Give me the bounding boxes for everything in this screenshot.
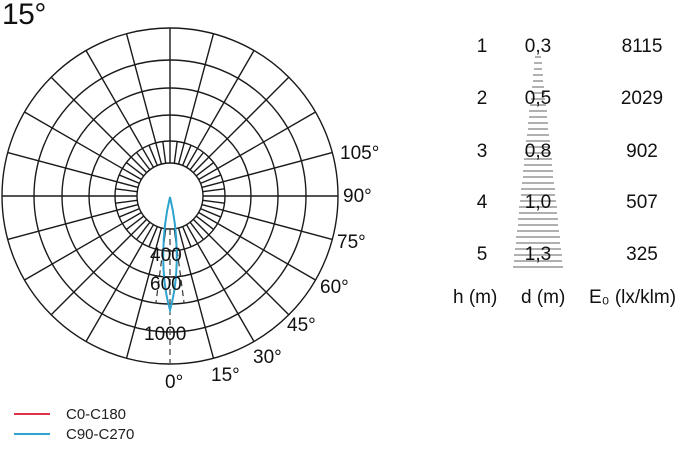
row-3-e: 902 — [626, 141, 658, 162]
hatch-line — [517, 224, 559, 226]
row-4-h: 4 — [476, 192, 488, 213]
hatch-line — [514, 254, 562, 256]
hatch-line — [515, 242, 561, 244]
hatch-line — [526, 134, 550, 136]
hatch-line — [513, 266, 563, 268]
hatch-line — [522, 176, 554, 178]
hatch-line — [518, 218, 558, 220]
hatch-line — [528, 122, 548, 124]
angle-label-45: 45° — [287, 315, 316, 336]
hatch-line — [527, 128, 549, 130]
hatch-line — [521, 182, 555, 184]
hatch-line — [526, 140, 550, 142]
hatch-line — [525, 146, 551, 148]
radial-label-1000: 1000 — [144, 324, 187, 345]
row-1-e: 8115 — [621, 36, 663, 57]
row-5-h: 5 — [476, 244, 488, 265]
legend-item-c0-c180: C0-C180 — [14, 404, 134, 424]
hatch-line — [530, 98, 546, 100]
row-5-d: 1,3 — [524, 244, 552, 265]
hatch-line — [518, 212, 558, 214]
hatch-line — [535, 56, 541, 58]
hatch-line — [530, 104, 546, 106]
hatch-line — [533, 68, 543, 70]
header-illuminance: E₀ (lx/klm) — [589, 287, 677, 308]
polar-grid — [1, 27, 339, 365]
hatch-line — [516, 230, 560, 232]
radial-label-400: 400 — [150, 245, 182, 266]
angle-label-0: 0° — [165, 372, 184, 393]
hatch-line — [523, 170, 553, 172]
hatch-line — [531, 86, 545, 88]
hatch-line — [521, 188, 555, 190]
legend-item-c90-c270: C90-C270 — [14, 424, 134, 444]
legend: C0-C180 C90-C270 — [14, 404, 134, 444]
row-1-h: 1 — [476, 36, 488, 57]
row-4-d: 1,0 — [524, 192, 552, 213]
angle-label-90: 90° — [343, 186, 372, 207]
row-5-e: 325 — [626, 244, 658, 265]
row-2-d: 0,5 — [524, 88, 552, 109]
hatch-line — [523, 164, 553, 166]
angle-label-105: 105° — [340, 143, 380, 164]
hatch-line — [524, 158, 552, 160]
header-diameter: d (m) — [521, 287, 566, 308]
row-2-h: 2 — [476, 88, 488, 109]
row-3-h: 3 — [476, 141, 488, 162]
angle-label-30: 30° — [253, 347, 282, 368]
legend-swatch-red — [14, 413, 50, 415]
header-height: h (m) — [453, 287, 498, 308]
row-4-e: 507 — [626, 192, 658, 213]
hatch-line — [531, 92, 545, 94]
hatch-line — [528, 116, 548, 118]
row-2-e: 2029 — [620, 88, 664, 109]
hatch-line — [519, 206, 557, 208]
legend-swatch-blue — [14, 433, 50, 435]
hatch-line — [533, 74, 543, 76]
hatch-line — [534, 62, 542, 64]
legend-label: C90-C270 — [66, 425, 135, 443]
hatch-line — [513, 260, 563, 262]
row-1-d: 0,3 — [524, 36, 552, 57]
angle-label-15: 15° — [211, 365, 240, 386]
radial-label-600: 600 — [150, 274, 182, 295]
hatch-line — [515, 248, 561, 250]
legend-label: C0-C180 — [66, 405, 127, 423]
hatch-line — [525, 152, 551, 154]
c90-c270-curve — [162, 196, 178, 314]
row-3-d: 0,8 — [524, 141, 552, 162]
zero-axis-dashed — [155, 250, 185, 304]
hatch-line — [529, 110, 547, 112]
angle-label-60: 60° — [320, 277, 349, 298]
hatch-line — [520, 194, 556, 196]
hatch-line — [520, 200, 556, 202]
hatch-line — [516, 236, 560, 238]
chart-title: 15° — [2, 0, 46, 31]
angle-label-75: 75° — [337, 232, 366, 253]
hatch-line — [532, 80, 544, 82]
